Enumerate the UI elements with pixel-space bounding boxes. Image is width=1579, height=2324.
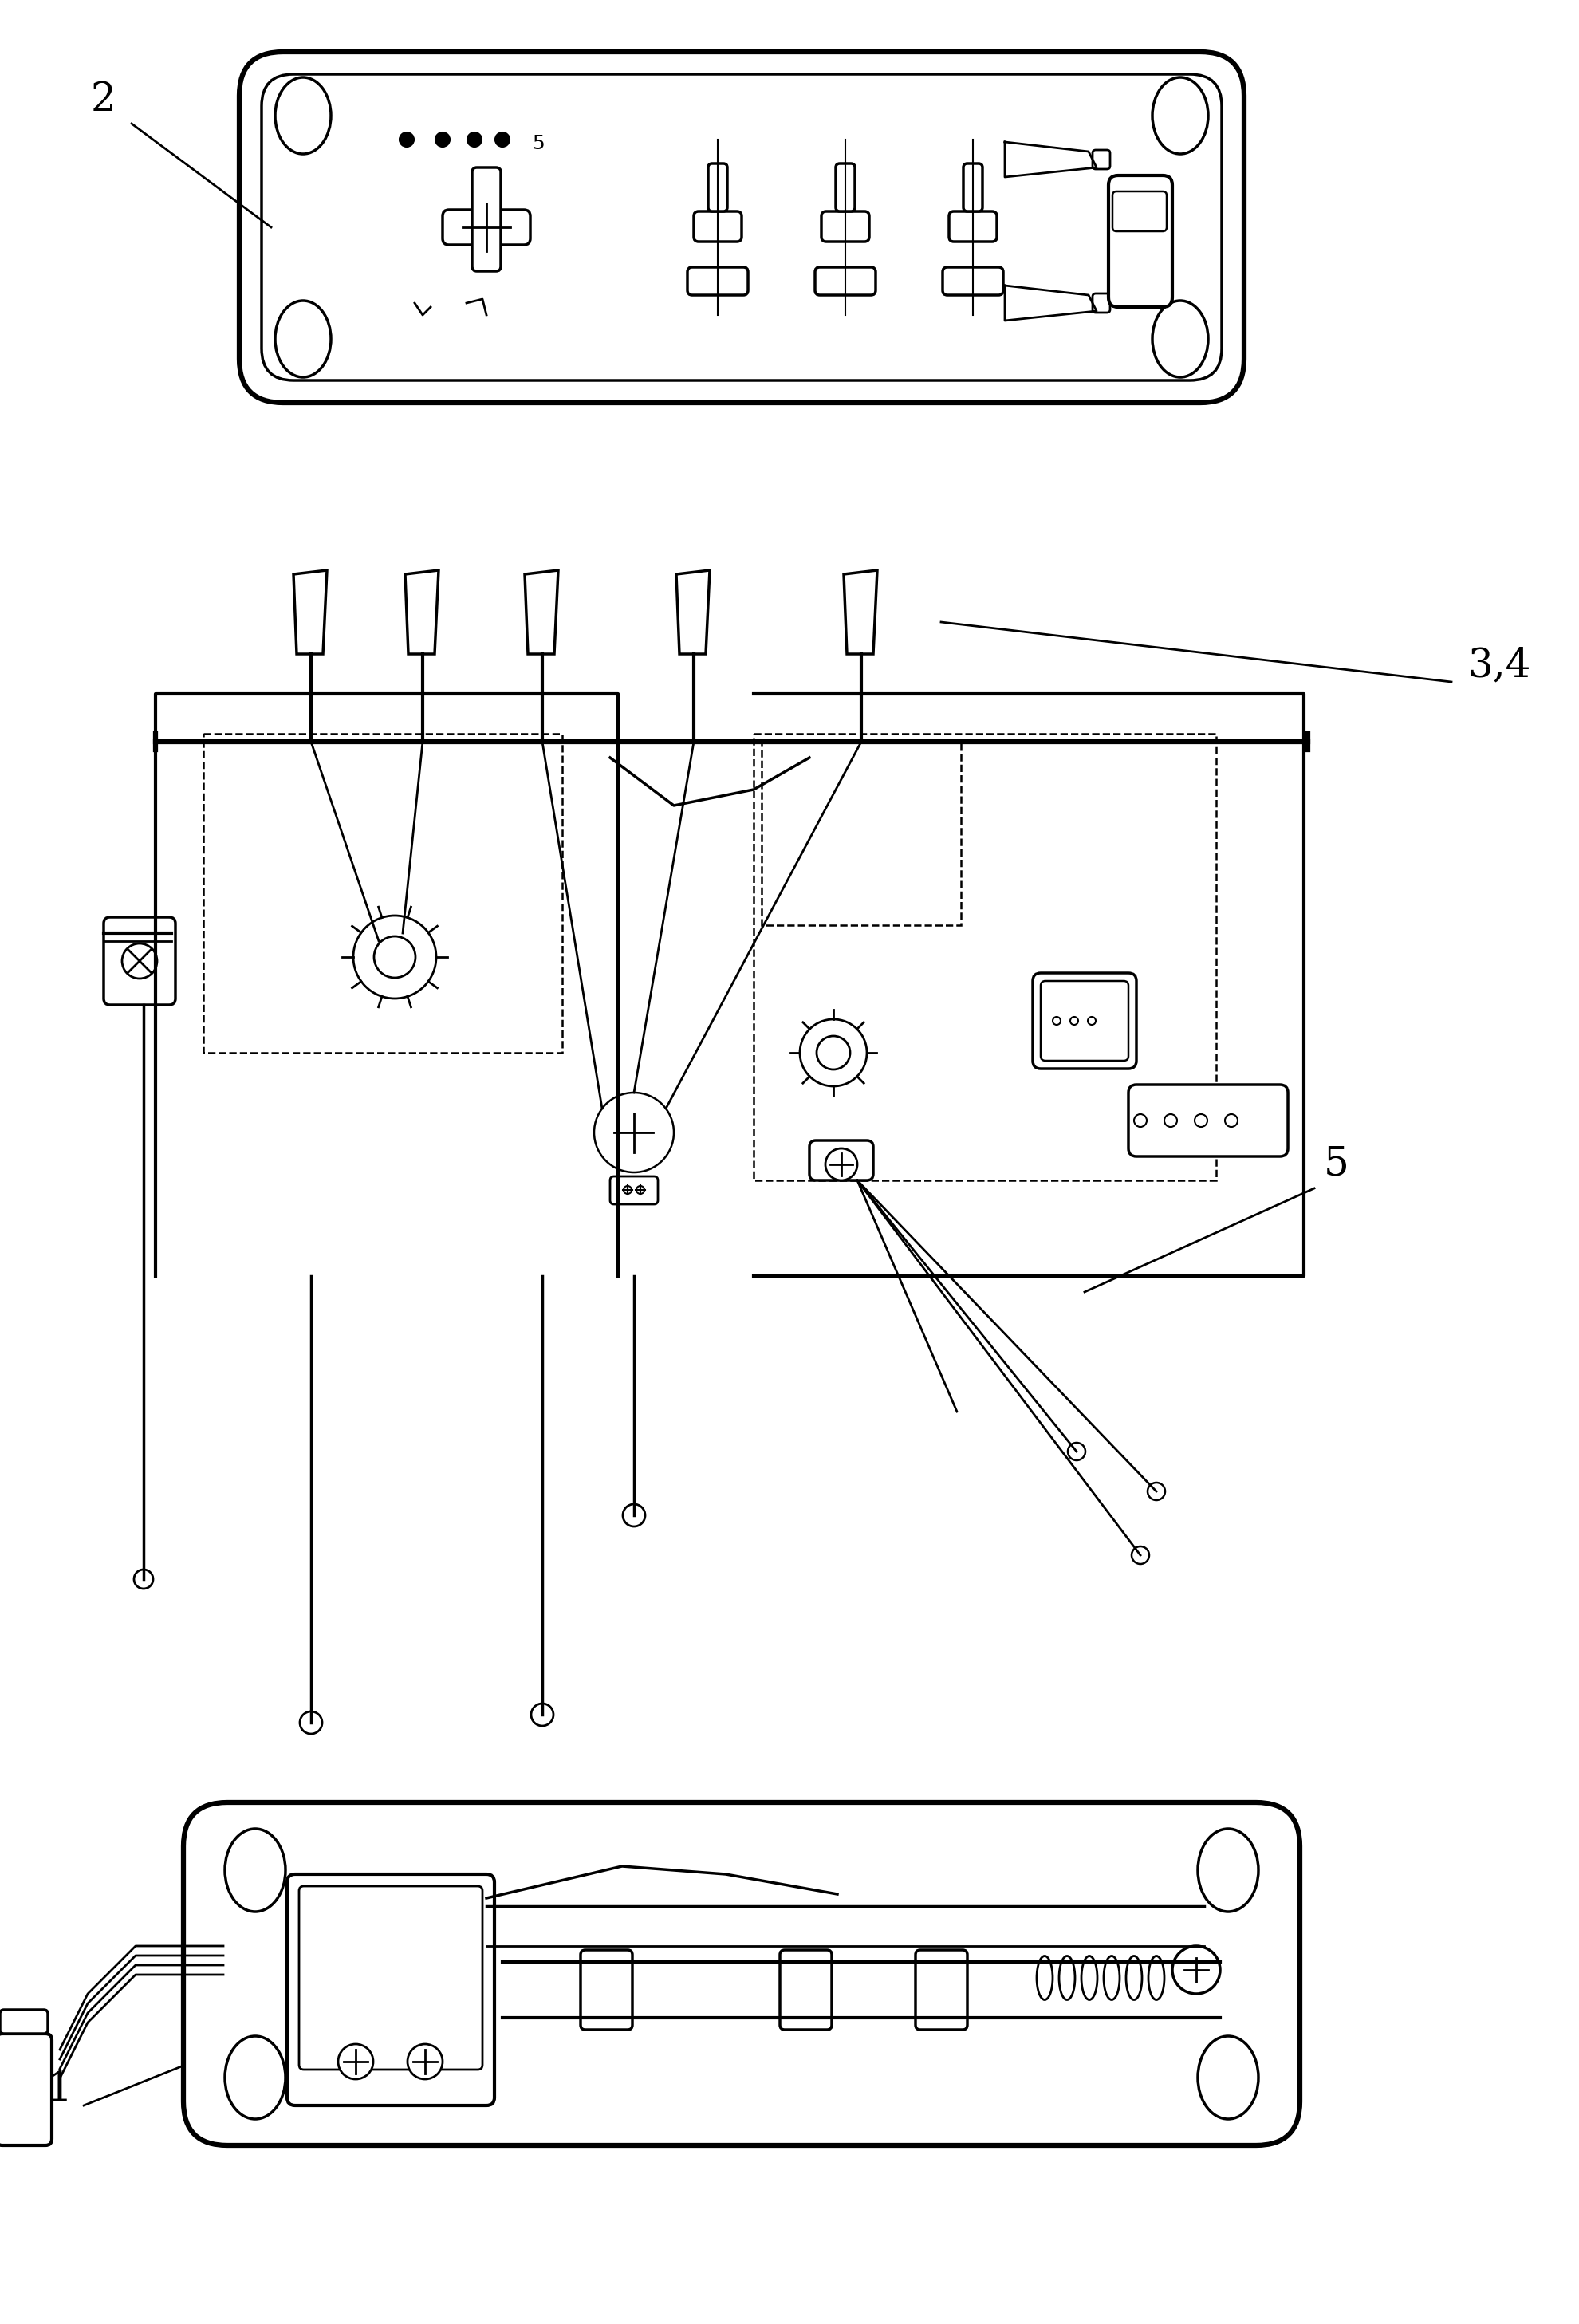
FancyBboxPatch shape (687, 267, 747, 295)
FancyBboxPatch shape (1041, 981, 1127, 1060)
FancyBboxPatch shape (808, 1141, 873, 1181)
FancyBboxPatch shape (262, 74, 1221, 381)
FancyBboxPatch shape (780, 1950, 832, 2029)
Ellipse shape (1058, 1957, 1074, 2001)
Ellipse shape (1104, 1957, 1120, 2001)
Ellipse shape (606, 1104, 662, 1160)
Ellipse shape (1082, 1957, 1097, 2001)
FancyBboxPatch shape (1108, 174, 1172, 307)
FancyBboxPatch shape (693, 211, 741, 242)
Text: 3,4: 3,4 (1467, 646, 1530, 686)
FancyBboxPatch shape (609, 1176, 657, 1204)
FancyBboxPatch shape (949, 211, 996, 242)
Ellipse shape (1172, 1945, 1219, 1994)
FancyBboxPatch shape (238, 51, 1243, 402)
Ellipse shape (122, 944, 156, 978)
FancyBboxPatch shape (442, 209, 531, 244)
FancyBboxPatch shape (0, 2010, 47, 2034)
Ellipse shape (1148, 1957, 1164, 2001)
FancyBboxPatch shape (835, 163, 854, 211)
Ellipse shape (374, 937, 415, 978)
Bar (204, 734, 562, 1053)
Ellipse shape (1151, 300, 1208, 376)
Ellipse shape (1126, 1957, 1142, 2001)
FancyBboxPatch shape (707, 163, 726, 211)
FancyBboxPatch shape (1033, 974, 1135, 1069)
Polygon shape (404, 569, 439, 653)
FancyBboxPatch shape (815, 267, 875, 295)
Ellipse shape (494, 132, 510, 146)
Ellipse shape (399, 132, 414, 146)
Ellipse shape (1197, 2036, 1258, 2119)
Bar (753, 734, 1216, 1181)
Ellipse shape (275, 300, 330, 376)
Ellipse shape (1069, 1018, 1077, 1025)
FancyBboxPatch shape (963, 163, 982, 211)
Ellipse shape (407, 2045, 442, 2080)
Text: $5$: $5$ (532, 135, 545, 153)
Ellipse shape (300, 1710, 322, 1734)
Ellipse shape (467, 132, 482, 146)
Ellipse shape (224, 2036, 286, 2119)
Ellipse shape (1052, 1018, 1060, 1025)
Ellipse shape (1197, 1829, 1258, 1913)
Polygon shape (676, 569, 709, 653)
Polygon shape (524, 569, 557, 653)
FancyBboxPatch shape (916, 1950, 966, 2029)
FancyBboxPatch shape (0, 2034, 52, 2145)
Ellipse shape (354, 916, 436, 999)
Ellipse shape (1131, 1545, 1148, 1564)
FancyBboxPatch shape (943, 267, 1003, 295)
Ellipse shape (816, 1037, 850, 1069)
FancyBboxPatch shape (472, 167, 501, 272)
Ellipse shape (1134, 1113, 1146, 1127)
Ellipse shape (1151, 77, 1208, 153)
Ellipse shape (1036, 1957, 1052, 2001)
Ellipse shape (134, 1569, 153, 1590)
Ellipse shape (624, 1185, 632, 1195)
Ellipse shape (1067, 1443, 1085, 1459)
Ellipse shape (636, 1185, 644, 1195)
Ellipse shape (436, 132, 450, 146)
Ellipse shape (1194, 1113, 1206, 1127)
FancyBboxPatch shape (1112, 191, 1167, 232)
Polygon shape (843, 569, 876, 653)
Text: 1: 1 (47, 2071, 73, 2110)
FancyBboxPatch shape (183, 1803, 1300, 2145)
Ellipse shape (224, 1829, 286, 1913)
Ellipse shape (1088, 1018, 1096, 1025)
FancyBboxPatch shape (579, 1950, 632, 2029)
Ellipse shape (1164, 1113, 1176, 1127)
Text: 2: 2 (92, 79, 117, 119)
Polygon shape (294, 569, 327, 653)
Ellipse shape (824, 1148, 857, 1181)
Ellipse shape (799, 1020, 867, 1085)
Ellipse shape (622, 1504, 644, 1527)
FancyBboxPatch shape (298, 1887, 482, 2071)
FancyBboxPatch shape (104, 918, 175, 1004)
Ellipse shape (275, 77, 330, 153)
FancyBboxPatch shape (1093, 293, 1110, 314)
Ellipse shape (338, 2045, 373, 2080)
FancyBboxPatch shape (287, 1873, 494, 2106)
FancyBboxPatch shape (821, 211, 868, 242)
Ellipse shape (1224, 1113, 1236, 1127)
Bar (761, 741, 960, 925)
FancyBboxPatch shape (1127, 1085, 1287, 1157)
Ellipse shape (594, 1092, 674, 1171)
Ellipse shape (531, 1703, 553, 1727)
Ellipse shape (1146, 1483, 1165, 1501)
Text: 5: 5 (1323, 1146, 1348, 1185)
FancyBboxPatch shape (1093, 151, 1110, 170)
